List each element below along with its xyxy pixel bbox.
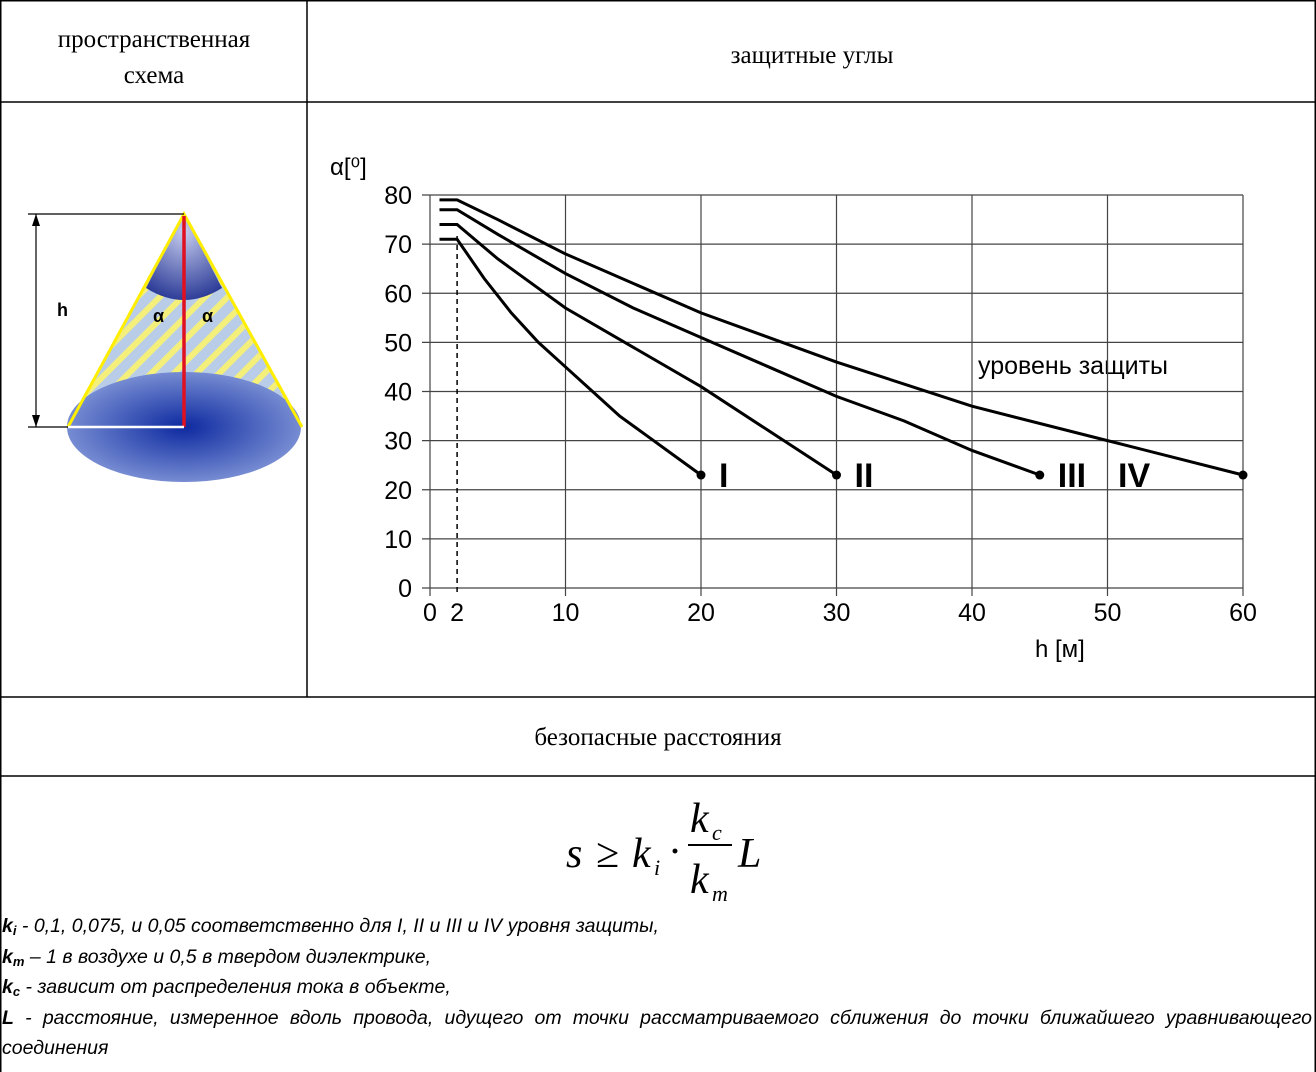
y-tick-label: 80 (384, 182, 412, 210)
y-tick-label: 50 (384, 329, 412, 357)
series-label: II (855, 457, 874, 495)
formula-dot: · (668, 829, 682, 875)
y-tick-label: 0 (398, 575, 412, 603)
x-tick-label: 40 (958, 599, 986, 627)
notes: ki - 0,1, 0,075, и 0,05 соответственно д… (2, 911, 1312, 1064)
note-subscript: c (12, 984, 21, 999)
y-tick-label: 40 (384, 379, 412, 407)
x-tick-label: 10 (552, 599, 580, 627)
x-axis-label: h [м] (1035, 636, 1085, 663)
annotation: уровень защиты (978, 352, 1168, 380)
note-term: k (2, 976, 13, 998)
formula-term: k (632, 831, 652, 877)
note: L - расстояние, измеренное вдоль провода… (2, 1003, 1312, 1064)
note-text: – 1 в воздухе и 0,5 в твердом диэлектрик… (24, 945, 431, 968)
end-point (696, 470, 706, 480)
formula-rhs: L (737, 831, 761, 877)
y-tick-label: 10 (384, 526, 412, 554)
note-term: k (2, 945, 13, 968)
y-tick-label: 70 (384, 231, 412, 259)
series-label: III (1058, 457, 1086, 495)
series-line (439, 222, 838, 477)
header-left: схема (124, 62, 185, 89)
y-tick-label: 20 (384, 477, 412, 505)
end-point (832, 470, 841, 480)
x-tick-label: 60 (1229, 599, 1257, 627)
note-subscript: i (12, 923, 17, 938)
header-right: защитные углы (731, 42, 894, 69)
formula-subscript: m (712, 881, 728, 906)
note: kc - зависит от распределения тока в объ… (2, 972, 1312, 1003)
end-point (1035, 470, 1045, 480)
note-subscript: m (12, 953, 25, 969)
note-text: - расстояние, измеренное вдоль провода, … (2, 1006, 1312, 1060)
formula-numerator: k (690, 796, 710, 842)
series-label: I (719, 457, 728, 495)
y-axis-label: α[⁰] (330, 154, 367, 181)
angle-label: α (202, 306, 213, 326)
formula-relation: ≥ (596, 831, 619, 877)
y-tick-label: 30 (384, 428, 412, 456)
note: km – 1 в воздухе и 0,5 в твердом диэлект… (2, 942, 1312, 973)
cone-diagram: h α α (28, 210, 304, 482)
formula-subscript: i (654, 855, 660, 880)
x-tick-label: 20 (687, 599, 715, 627)
x-tick-label: 30 (823, 599, 851, 627)
note-term: k (2, 915, 13, 937)
note-text: - зависит от распределения тока в объект… (20, 976, 451, 998)
y-tick-label: 60 (384, 280, 412, 308)
formula-lhs: s (566, 831, 582, 877)
section-title: безопасные расстояния (534, 724, 782, 751)
note: ki - 0,1, 0,075, и 0,05 соответственно д… (2, 911, 1312, 942)
series-line (439, 237, 702, 477)
x-tick-label: 0 (423, 599, 437, 627)
note-text: - 0,1, 0,075, и 0,05 соответственно для … (16, 915, 659, 937)
formula: s ≥ k i · k c k m L (566, 796, 761, 906)
formula-denominator: k (690, 857, 710, 903)
series-line (439, 208, 1041, 477)
x-tick-label: 2 (450, 599, 464, 627)
header-left: пространственная (58, 26, 251, 53)
formula-subscript: c (712, 820, 722, 845)
note-term: L (2, 1006, 14, 1029)
x-tick-label: 50 (1094, 599, 1122, 627)
angle-label: α (153, 306, 164, 326)
end-point (1238, 470, 1248, 480)
height-label: h (57, 300, 68, 320)
series-line (439, 198, 1244, 477)
series-label: IV (1118, 457, 1150, 495)
